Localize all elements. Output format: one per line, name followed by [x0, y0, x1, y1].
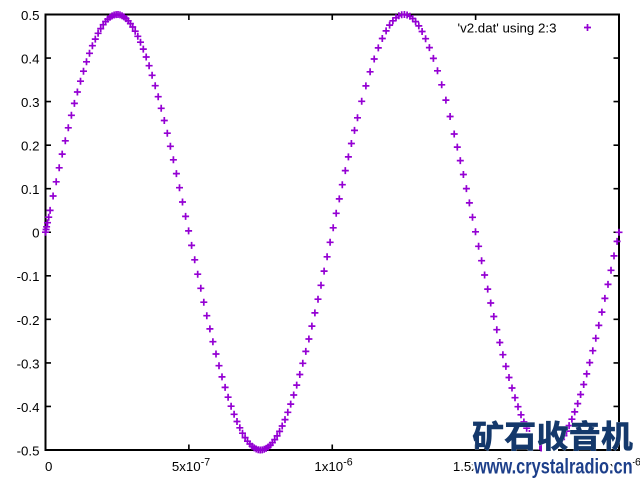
- svg-text:-0.5: -0.5: [17, 443, 40, 458]
- svg-text:-0.4: -0.4: [17, 400, 40, 415]
- svg-text:0.2: 0.2: [21, 139, 40, 154]
- svg-text:5x10-7: 5x10-7: [172, 457, 210, 475]
- svg-text:0.5: 0.5: [21, 8, 40, 23]
- svg-text:0.4: 0.4: [21, 51, 40, 66]
- svg-text:'v2.dat' using 2:3: 'v2.dat' using 2:3: [458, 20, 557, 35]
- svg-text:2x10-6: 2x10-6: [603, 457, 640, 475]
- svg-text:-0.3: -0.3: [17, 356, 40, 371]
- svg-text:www.crystalradio.cn: www.crystalradio.cn: [473, 454, 633, 477]
- svg-text:0: 0: [45, 459, 52, 474]
- svg-text:1.5x10-6: 1.5x10-6: [453, 457, 502, 475]
- svg-text:0.3: 0.3: [21, 95, 40, 110]
- svg-text:1x10-6: 1x10-6: [314, 457, 352, 475]
- svg-text:0.1: 0.1: [21, 182, 40, 197]
- svg-text:0: 0: [32, 226, 39, 241]
- svg-text:-0.2: -0.2: [17, 313, 40, 328]
- svg-text:-0.1: -0.1: [17, 269, 40, 284]
